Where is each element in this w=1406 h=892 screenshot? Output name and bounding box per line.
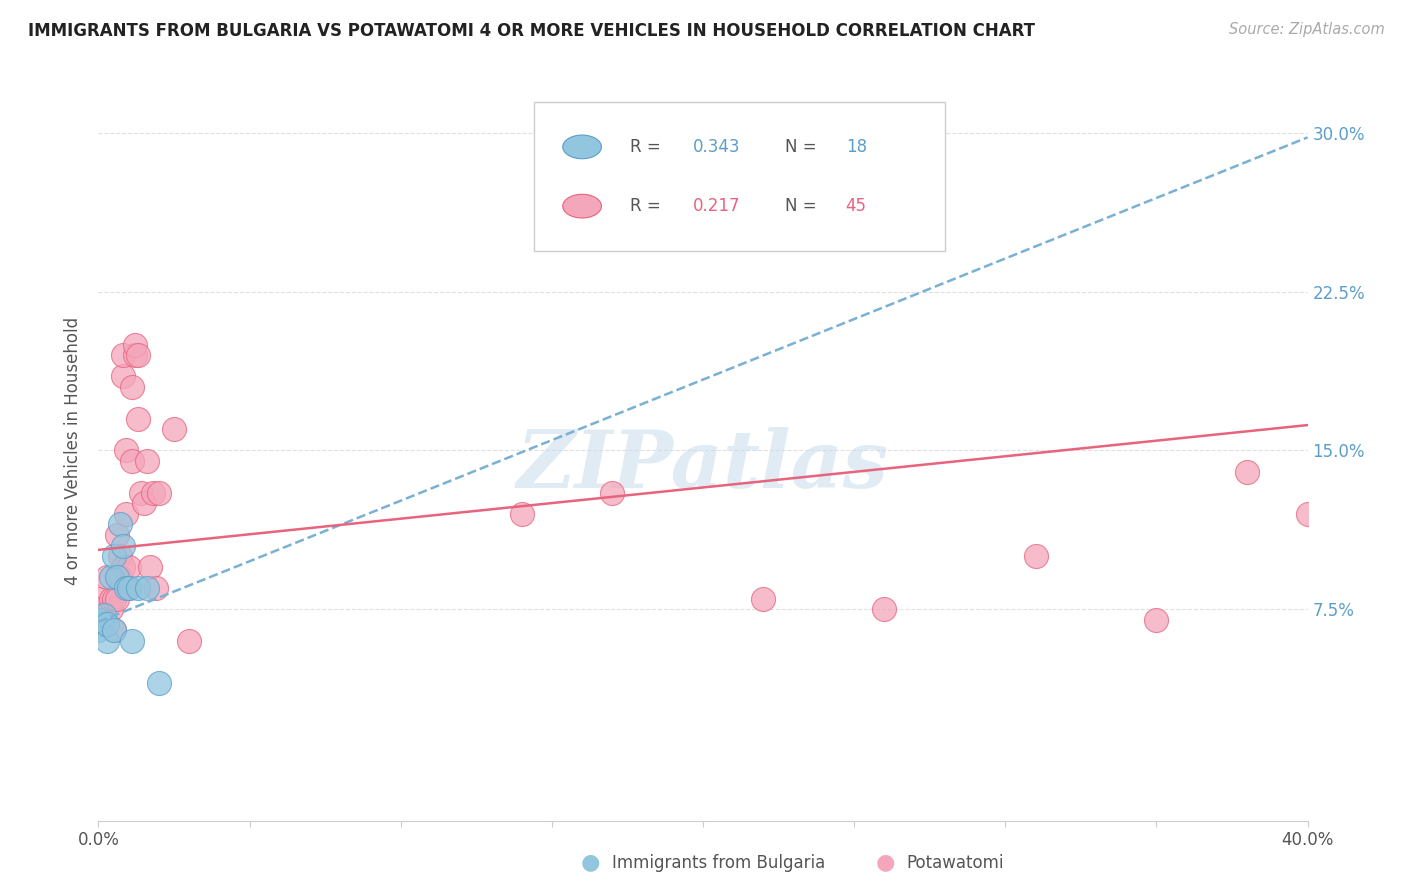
Point	[96, 570, 118, 584]
Text: 18: 18	[845, 138, 868, 156]
Point	[510, 507, 533, 521]
Point	[1024, 549, 1046, 564]
Point	[103, 624, 125, 638]
Point	[145, 581, 167, 595]
Text: Potawatomi: Potawatomi	[907, 855, 1004, 872]
Point	[103, 549, 125, 564]
Point	[90, 602, 112, 616]
Text: 45: 45	[845, 197, 866, 215]
Y-axis label: 4 or more Vehicles in Household: 4 or more Vehicles in Household	[65, 317, 83, 584]
Point	[127, 348, 149, 362]
Text: R =: R =	[630, 197, 661, 215]
Point	[121, 380, 143, 394]
Point	[118, 581, 141, 595]
Point	[87, 591, 110, 606]
Point	[111, 348, 134, 362]
FancyBboxPatch shape	[534, 103, 945, 251]
Point	[118, 559, 141, 574]
Point	[100, 570, 122, 584]
Point	[108, 570, 131, 584]
Text: Source: ZipAtlas.com: Source: ZipAtlas.com	[1229, 22, 1385, 37]
Point	[103, 591, 125, 606]
Point	[121, 454, 143, 468]
Point	[132, 496, 155, 510]
Point	[127, 581, 149, 595]
Point	[602, 485, 624, 500]
Point	[90, 616, 112, 631]
Point	[114, 443, 136, 458]
Text: IMMIGRANTS FROM BULGARIA VS POTAWATOMI 4 OR MORE VEHICLES IN HOUSEHOLD CORRELATI: IMMIGRANTS FROM BULGARIA VS POTAWATOMI 4…	[28, 22, 1035, 40]
Text: N =: N =	[785, 138, 817, 156]
Point	[1144, 613, 1167, 627]
Point	[87, 624, 110, 638]
Point	[105, 570, 128, 584]
Point	[129, 485, 152, 500]
Point	[873, 602, 896, 616]
Text: 0.343: 0.343	[693, 138, 741, 156]
Text: 0.217: 0.217	[693, 197, 741, 215]
Point	[105, 591, 128, 606]
Point	[135, 454, 157, 468]
Point	[124, 348, 146, 362]
Text: ●: ●	[876, 853, 896, 872]
Circle shape	[562, 194, 602, 218]
Point	[135, 581, 157, 595]
Point	[114, 507, 136, 521]
Point	[93, 613, 115, 627]
Point	[148, 676, 170, 690]
Point	[127, 411, 149, 425]
Circle shape	[562, 135, 602, 159]
Text: ●: ●	[581, 853, 600, 872]
Text: ZIPatlas: ZIPatlas	[517, 426, 889, 504]
Point	[148, 485, 170, 500]
Point	[111, 369, 134, 384]
Point	[142, 485, 165, 500]
Point	[1296, 507, 1319, 521]
Point	[96, 633, 118, 648]
Text: N =: N =	[785, 197, 817, 215]
Point	[100, 591, 122, 606]
Point	[752, 591, 775, 606]
Point	[163, 422, 186, 436]
Point	[108, 517, 131, 532]
Point	[118, 581, 141, 595]
Point	[108, 549, 131, 564]
Point	[111, 539, 134, 553]
Point	[105, 528, 128, 542]
Point	[96, 616, 118, 631]
Point	[93, 608, 115, 623]
Text: R =: R =	[630, 138, 661, 156]
Point	[103, 624, 125, 638]
Text: Immigrants from Bulgaria: Immigrants from Bulgaria	[612, 855, 825, 872]
Point	[1236, 465, 1258, 479]
Point	[121, 633, 143, 648]
Point	[179, 633, 201, 648]
Point	[87, 613, 110, 627]
Point	[114, 581, 136, 595]
Point	[124, 337, 146, 351]
Point	[111, 559, 134, 574]
Point	[100, 602, 122, 616]
Point	[139, 559, 162, 574]
